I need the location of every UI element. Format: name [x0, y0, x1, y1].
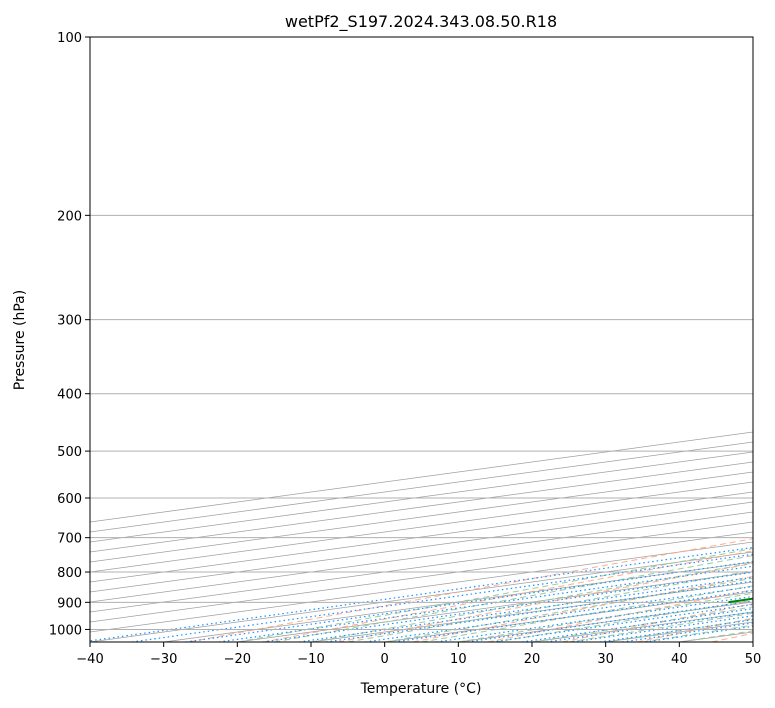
isotherm-line [90, 501, 753, 593]
isotherm-line [90, 521, 753, 613]
pressure-grid [90, 37, 753, 630]
y-tick-label: 400 [57, 388, 82, 403]
y-tick-label: 200 [57, 209, 82, 224]
dry-adiabat-line [412, 575, 753, 642]
background-lines [90, 431, 753, 642]
chart-title: wetPf2_S197.2024.343.08.50.R18 [285, 12, 557, 32]
isotherm-line [90, 491, 753, 583]
plot-frame [89, 36, 754, 643]
mixing-ratio-line [185, 561, 753, 642]
y-tick-label: 300 [57, 314, 82, 329]
isotherm-line [90, 461, 753, 553]
isotherm-line [90, 511, 753, 603]
moist-adiabat-line [421, 585, 753, 642]
y-axis-title: Pressure (hPa) [12, 290, 28, 390]
y-tick-label: 800 [57, 566, 82, 581]
x-tick-label: 10 [450, 652, 467, 667]
y-tick-label: 500 [57, 445, 82, 460]
x-axis-ticks: −40 −30 −20 −10 0 10 20 30 40 50 [76, 642, 761, 667]
y-tick-label: 700 [57, 532, 82, 547]
moist-adiabat-line [237, 548, 753, 642]
isotherm-line [90, 451, 753, 543]
y-tick-label: 100 [57, 31, 82, 46]
isotherm-line [90, 531, 753, 623]
x-tick-label: −10 [297, 652, 324, 667]
mixing-ratio-line [218, 565, 753, 642]
mixing-ratio-line [299, 576, 753, 642]
isotherm-line [90, 471, 753, 563]
moist-adiabat-line [347, 569, 753, 642]
dry-adiabat-line [188, 538, 753, 642]
mixing-ratio-line [262, 571, 753, 642]
x-tick-label: 20 [524, 652, 541, 667]
y-tick-label: 600 [57, 492, 82, 507]
isotherm-line [90, 481, 753, 573]
x-tick-label: 40 [671, 652, 688, 667]
x-tick-label: 50 [745, 652, 762, 667]
x-tick-label: −40 [76, 652, 103, 667]
y-axis-ticks: 100 200 300 400 500 600 700 800 900 1000 [49, 31, 90, 638]
x-tick-label: 0 [381, 652, 389, 667]
dry-adiabat-line [338, 562, 753, 642]
y-tick-label: 1000 [49, 623, 82, 638]
x-tick-label: −20 [224, 652, 251, 667]
x-axis-title: Temperature (°C) [360, 681, 482, 697]
x-tick-label: −30 [150, 652, 177, 667]
mixing-ratio-line [131, 553, 753, 642]
y-tick-label: 900 [57, 596, 82, 611]
x-tick-label: 30 [597, 652, 614, 667]
